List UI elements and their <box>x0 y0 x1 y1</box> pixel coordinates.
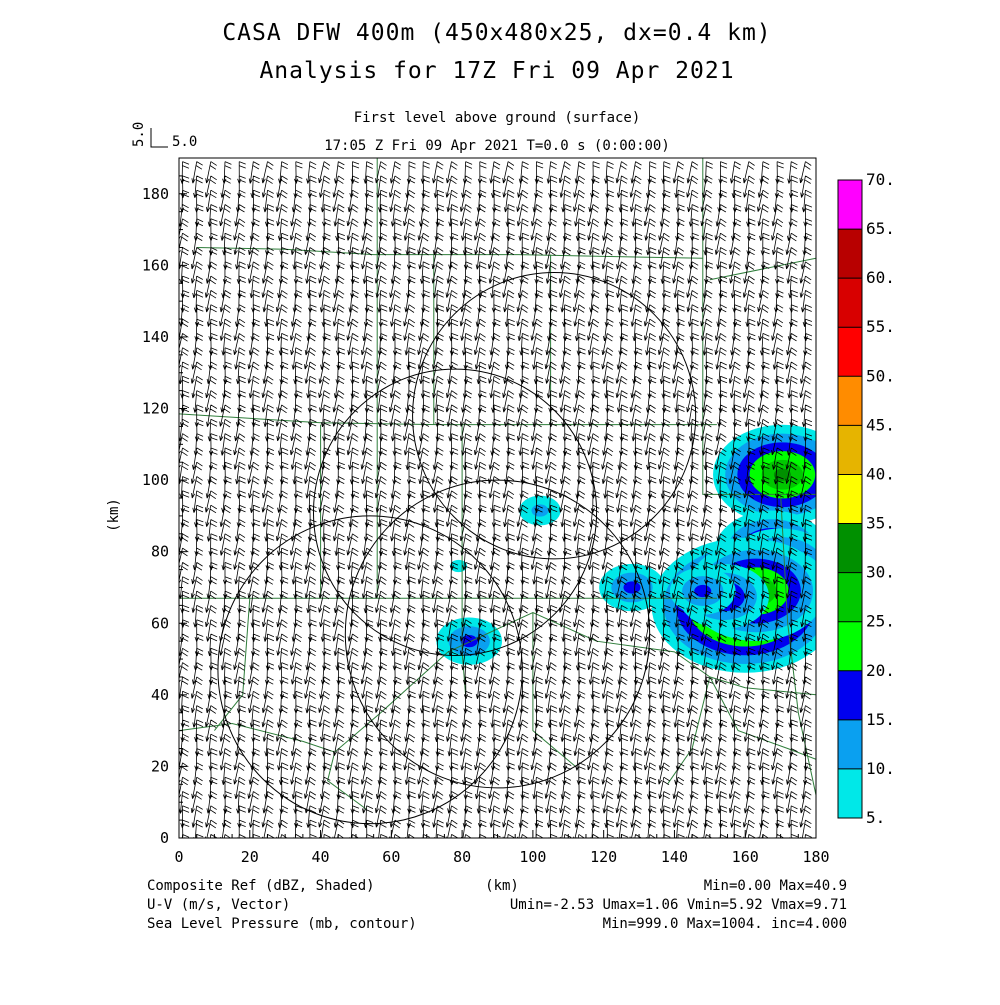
colorbar-label: 10. <box>866 759 895 778</box>
colorbar-label: 25. <box>866 612 895 631</box>
x-tick-label: 40 <box>312 848 330 866</box>
echo-cell <box>599 563 665 612</box>
echo-level <box>623 581 641 594</box>
colorbar-bin <box>838 376 862 426</box>
colorbar: 5. 10. 15. 20. 25. 30. 35. 40. 45. 50. 55. 60. 65. 70… <box>837 170 895 827</box>
colorbar-label: 40. <box>866 464 895 483</box>
colorbar-bin <box>838 425 862 475</box>
y-tick-label: 140 <box>142 328 169 346</box>
y-tick-label: 0 <box>160 829 169 847</box>
colorbar-label: 35. <box>866 514 895 533</box>
y-tick-label: 80 <box>151 543 169 561</box>
county-border <box>709 676 816 696</box>
time-label: 17:05 Z Fri 09 Apr 2021 T=0.0 s (0:00:00… <box>324 138 670 154</box>
reflectivity-echoes <box>436 424 816 673</box>
footer-sea-level-pressure: Sea Level Pressure (mb, contour) <box>147 916 417 932</box>
county-border <box>327 751 367 810</box>
x-tick-label: 60 <box>382 848 400 866</box>
colorbar-label: 30. <box>866 563 895 582</box>
title-line-1: CASA DFW 400m (450x480x25, dx=0.4 km) <box>222 20 771 46</box>
reference-vector-side-label: 5.0 <box>131 122 147 147</box>
colorbar-label: 45. <box>866 415 895 434</box>
echo-level <box>450 559 468 573</box>
echo-cell <box>450 559 468 573</box>
colorbar-bin <box>838 572 862 622</box>
colorbar-label: 70. <box>866 170 895 189</box>
y-tick-label: 180 <box>142 185 169 203</box>
x-axis-unit-label: (km) <box>485 878 519 894</box>
footer-ref-minmax: Min=0.00 Max=40.9 <box>704 878 847 894</box>
range-ring <box>412 272 697 560</box>
y-tick-label: 100 <box>142 471 169 489</box>
colorbar-label: 5. <box>866 808 885 827</box>
x-tick-label: 140 <box>661 848 688 866</box>
footer-uv-minmax: Umin=-2.53 Umax=1.06 Vmin=5.92 Vmax=9.71 <box>510 897 847 913</box>
colorbar-bin <box>838 719 862 769</box>
y-tick-label: 160 <box>142 256 169 274</box>
y-tick-label: 60 <box>151 614 169 632</box>
axes: 0 20 40 60 80 100 120 140 160 180 0 20 40 60 80 100 120 1… <box>142 157 830 866</box>
colorbar-bin <box>838 327 862 377</box>
footer-composite-ref: Composite Ref (dBZ, Shaded) <box>147 878 375 894</box>
title-line-2: Analysis for 17Z Fri 09 Apr 2021 <box>259 58 734 84</box>
echo-level <box>694 584 712 598</box>
colorbar-label: 55. <box>866 317 895 336</box>
colorbar-label: 15. <box>866 710 895 729</box>
x-tick-label: 120 <box>590 848 617 866</box>
reference-vector: 5.0 5.0 <box>131 122 197 150</box>
echo-cell <box>713 424 816 525</box>
x-tick-label: 20 <box>241 848 259 866</box>
colorbar-bin <box>838 474 862 524</box>
reference-vector-label: 5.0 <box>172 134 197 150</box>
colorbar-label: 20. <box>866 661 895 680</box>
footer-uv-vector: U-V (m/s, Vector) <box>147 897 290 913</box>
y-tick-label: 120 <box>142 400 169 418</box>
county-border <box>709 676 816 760</box>
colorbar-bin <box>838 523 862 573</box>
x-tick-label: 100 <box>519 848 546 866</box>
colorbar-bin <box>838 180 862 230</box>
echo-level <box>773 468 791 481</box>
x-tick-label: 160 <box>732 848 759 866</box>
level-label: First level above ground (surface) <box>354 110 641 126</box>
colorbar-label: 65. <box>866 219 895 238</box>
x-tick-label: 80 <box>453 848 471 866</box>
plot-background <box>179 158 816 838</box>
range-ring <box>312 368 598 656</box>
footer-pressure-minmax: Min=999.0 Max=1004. inc=4.000 <box>603 916 847 932</box>
x-tick-label: 0 <box>174 848 183 866</box>
x-tick-label: 180 <box>802 848 829 866</box>
colorbar-label: 50. <box>866 366 895 385</box>
y-axis-label: (km) <box>106 498 122 532</box>
y-tick-label: 40 <box>151 686 169 704</box>
colorbar-bin <box>838 278 862 328</box>
reference-vector-arrow <box>150 128 168 148</box>
colorbar-bin <box>838 229 862 279</box>
colorbar-label: 60. <box>866 268 895 287</box>
colorbar-bin <box>838 768 862 818</box>
y-tick-label: 20 <box>151 757 169 775</box>
colorbar-bin <box>838 621 862 671</box>
colorbar-bin <box>838 670 862 720</box>
county-border <box>179 611 711 753</box>
